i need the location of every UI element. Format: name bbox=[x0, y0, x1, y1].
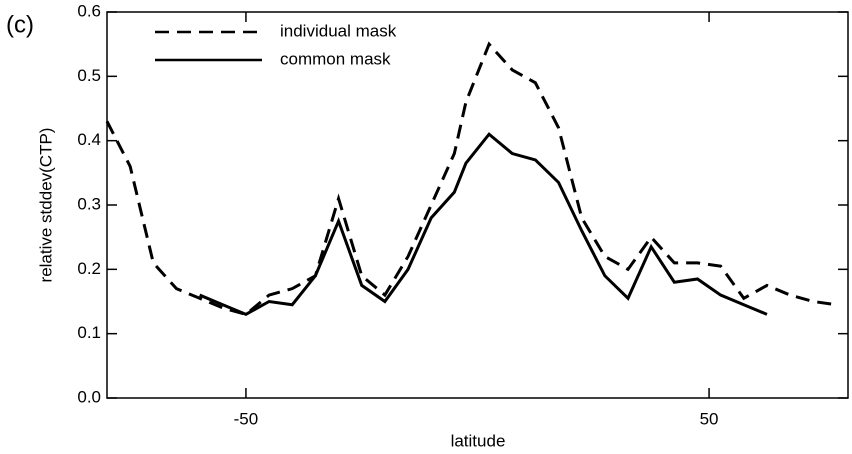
y-axis-label: relative stddev(CTP) bbox=[36, 128, 55, 283]
data-line bbox=[199, 132, 768, 317]
data-line bbox=[105, 41, 837, 317]
y-tick-label: 0.3 bbox=[77, 194, 101, 213]
x-tick-label: -50 bbox=[234, 409, 259, 428]
y-tick-label: 0.5 bbox=[77, 66, 101, 85]
y-tick-label: 0.1 bbox=[77, 323, 101, 342]
y-tick-label: 0.4 bbox=[77, 130, 101, 149]
y-tick-label: 0.2 bbox=[77, 259, 101, 278]
y-tick-label: 0.6 bbox=[77, 1, 101, 20]
legend-label: common mask bbox=[280, 49, 391, 68]
legend-label: individual mask bbox=[280, 21, 397, 40]
y-tick-label: 0.0 bbox=[77, 387, 101, 406]
x-axis-label: latitude bbox=[451, 431, 506, 450]
panel-label: (c) bbox=[6, 11, 34, 38]
x-tick-label: 50 bbox=[700, 409, 719, 428]
